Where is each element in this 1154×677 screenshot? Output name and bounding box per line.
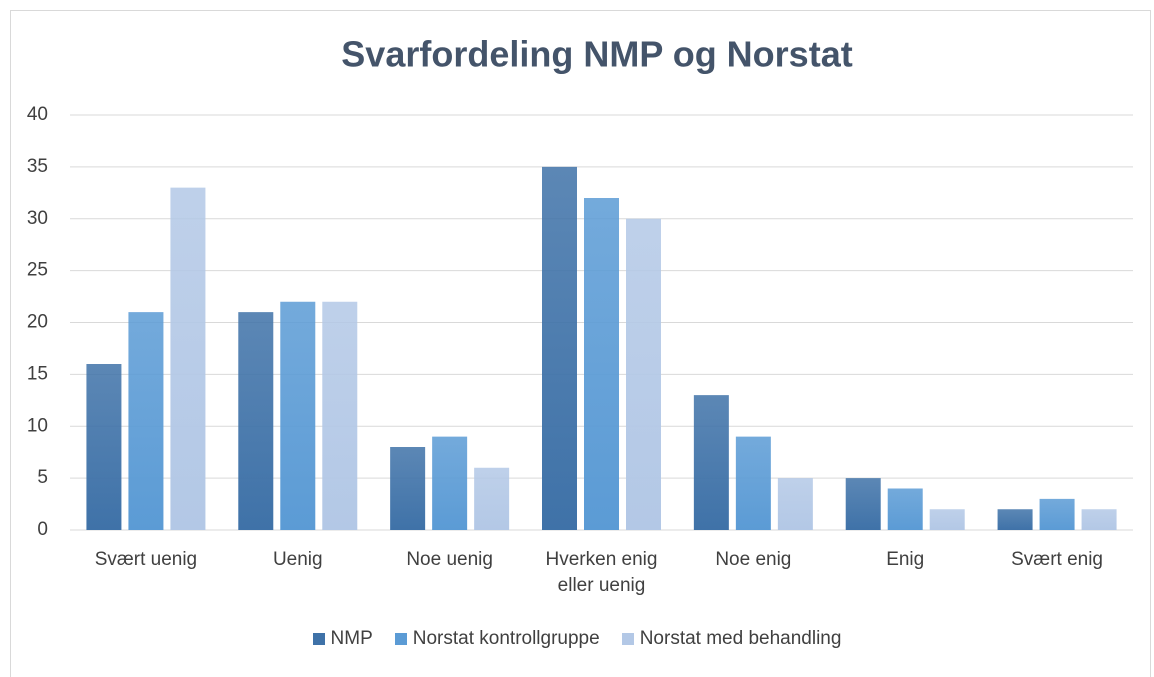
legend: NMP Norstat kontrollgruppe Norstat med beh…	[0, 628, 1154, 650]
y-tick-label: 35	[27, 156, 48, 177]
bar	[322, 301, 358, 530]
legend-swatch	[394, 633, 407, 645]
x-tick-label: Svært uenig	[94, 549, 198, 570]
y-tick-label: 20	[27, 312, 48, 333]
bar	[887, 488, 923, 530]
x-tick-label: Svært enig	[1011, 549, 1103, 570]
bar	[1081, 509, 1117, 530]
legend-item: NMP	[312, 628, 373, 650]
bar	[474, 467, 510, 530]
y-tick-label: 10	[27, 415, 48, 436]
x-tick-label: Noe uenig	[406, 549, 493, 570]
bar	[1039, 498, 1075, 530]
x-tick-label: Enig	[886, 549, 925, 570]
legend-swatch	[312, 633, 325, 645]
legend-item: Norstat kontrollgruppe	[394, 628, 600, 650]
legend-label: Norstat kontrollgruppe	[412, 628, 600, 649]
bar	[845, 478, 881, 530]
legend-label: NMP	[330, 628, 373, 649]
y-tick-label: 25	[27, 260, 48, 281]
bar	[280, 301, 316, 530]
bar	[238, 312, 274, 530]
bar	[584, 198, 619, 530]
x-tick-label: Uenig	[272, 549, 323, 570]
bar	[128, 312, 164, 530]
bar	[626, 218, 661, 530]
bar	[929, 509, 965, 530]
chart-title: Svarfordeling NMP og Norstat	[341, 34, 852, 75]
bar	[86, 364, 122, 530]
legend-item: Norstat med behandling	[621, 628, 842, 650]
bar	[432, 436, 468, 530]
y-tick-label: 5	[37, 467, 48, 488]
x-tick-label: Noe enig	[715, 549, 792, 570]
y-tick-label: 0	[37, 519, 48, 540]
chart-border	[10, 10, 1151, 677]
x-tick-label: Hverken enig eller uenig	[545, 549, 658, 596]
bar	[735, 436, 771, 530]
bar	[997, 509, 1033, 530]
bar	[542, 166, 577, 530]
legend-swatch	[621, 633, 634, 645]
bar	[170, 187, 206, 530]
legend-label: Norstat med behandling	[639, 628, 842, 649]
bar	[693, 395, 729, 530]
bar	[390, 447, 426, 530]
y-tick-label: 40	[27, 104, 48, 125]
y-tick-label: 15	[27, 363, 48, 384]
bar	[777, 478, 813, 530]
y-tick-label: 30	[27, 208, 48, 229]
